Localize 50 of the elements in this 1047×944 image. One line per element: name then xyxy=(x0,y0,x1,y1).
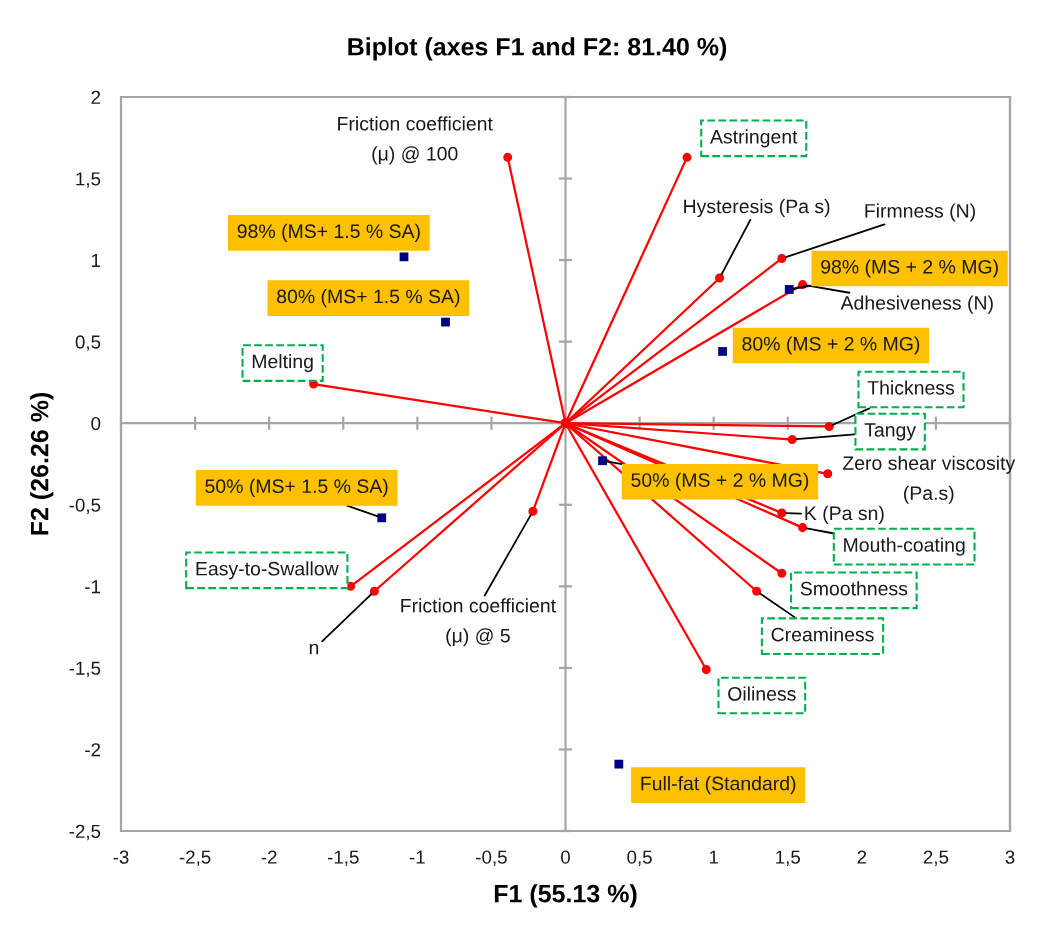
x-tick-label: 3 xyxy=(1005,850,1015,864)
y-tick-label: -0,5 xyxy=(69,498,101,514)
chart-title: Biplot (axes F1 and F2: 81.40 %) xyxy=(348,37,727,61)
x-tick-label: 2,5 xyxy=(923,850,949,866)
series-label: Oiliness xyxy=(728,686,796,701)
x-tick-label: 1,5 xyxy=(776,850,800,866)
x-axis-title: F1 (55.13 %) xyxy=(494,884,637,908)
y-tick-label: 0,5 xyxy=(75,335,101,351)
x-tick-label: -0,5 xyxy=(476,850,507,866)
series-label: K (Pa sn) xyxy=(805,505,884,524)
x-tick-label: -1,5 xyxy=(327,850,359,866)
y-tick-label: -1,5 xyxy=(69,661,101,678)
y-axis-title: F2 (26.26 %) xyxy=(30,392,54,535)
series-label: Easy-to-Swallow xyxy=(196,561,339,580)
series-label: Smoothness xyxy=(800,581,908,596)
text: Firmness (N) xyxy=(865,203,975,222)
y-tick-label: 1 xyxy=(92,254,101,267)
text: Friction coefficient (μ) @ 5 xyxy=(401,598,556,647)
series-label: Adhesiveness (N) xyxy=(840,295,993,314)
y-tick-label: -2 xyxy=(85,743,101,757)
series-label: 80% (MS+ 1.5 % SA) xyxy=(277,289,460,308)
y-tick-label: -2,5 xyxy=(69,824,101,841)
series-label: Astringent xyxy=(710,129,798,148)
series-label: Zero shear viscosity (Pa.s) xyxy=(842,455,1016,504)
x-tick-label: 2 xyxy=(857,850,867,864)
series-label: Creaminess xyxy=(771,627,874,642)
series-label: 98% (MS + 2 % MG) xyxy=(821,259,998,278)
y-tick-label: 2 xyxy=(91,90,101,104)
text: n xyxy=(309,643,319,655)
x-tick-label: -2 xyxy=(261,850,277,864)
text: Hysteresis (Pa s) xyxy=(684,198,830,218)
x-tick-label: -2,5 xyxy=(179,850,211,866)
series-label: 98% (MS+ 1.5 % SA) xyxy=(237,223,420,242)
x-tick-label: -1 xyxy=(409,850,425,864)
series-label: 50% (MS + 2 % MG) xyxy=(631,472,809,491)
text: Mouth-coating xyxy=(844,537,965,556)
x-tick-label: 1 xyxy=(709,850,718,864)
series-label: Full-fat (Standard) xyxy=(641,776,796,795)
y-tick-label: 1,5 xyxy=(76,172,101,188)
series-label: Friction coefficient (μ) @ 100 xyxy=(338,116,493,165)
x-tick-label: -3 xyxy=(113,850,129,864)
series-label: Melting xyxy=(252,354,313,373)
x-tick-label: 0,5 xyxy=(627,850,652,866)
text: Tangy xyxy=(864,423,917,441)
series-label: 80% (MS + 2 % MG) xyxy=(742,336,920,355)
y-tick-label: 0 xyxy=(91,416,101,431)
x-tick-label: 0 xyxy=(561,850,570,864)
series-label: 50% (MS+ 1.5 % SA) xyxy=(205,478,388,497)
text: Thickness xyxy=(867,380,955,395)
y-tick-label: -1 xyxy=(85,580,101,594)
